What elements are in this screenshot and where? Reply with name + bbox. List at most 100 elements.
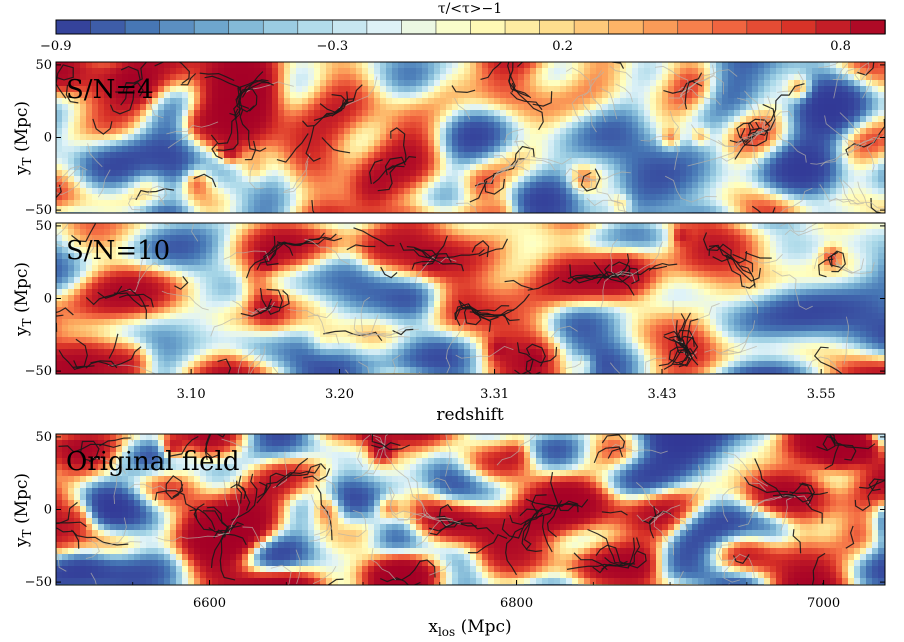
heatmap-cell: [662, 206, 669, 213]
heatmap-cell: [806, 182, 813, 189]
heatmap-cell: [368, 229, 375, 236]
heatmap-cell: [740, 182, 747, 189]
heatmap-cell: [518, 104, 525, 111]
heatmap-cell: [248, 122, 255, 129]
heatmap-cell: [62, 271, 69, 278]
heatmap-cell: [188, 140, 195, 147]
heatmap-cell: [170, 247, 177, 254]
heatmap-cell: [422, 104, 429, 111]
heatmap-cell: [230, 206, 237, 213]
heatmap-cell: [206, 206, 213, 213]
heatmap-cell: [476, 152, 483, 159]
heatmap-cell: [62, 188, 69, 195]
heatmap-cell: [476, 188, 483, 195]
heatmap-cell: [362, 98, 369, 105]
heatmap-cell: [584, 152, 591, 159]
heatmap-cell: [290, 253, 297, 260]
heatmap-cell: [302, 68, 309, 75]
heatmap-cell: [428, 259, 435, 266]
heatmap-cell: [380, 271, 387, 278]
heatmap-cell: [806, 188, 813, 195]
heatmap-cell: [866, 182, 873, 189]
heatmap-cell: [68, 200, 75, 207]
heatmap-cell: [368, 170, 375, 177]
heatmap-cell: [170, 200, 177, 207]
heatmap-cell: [482, 92, 489, 99]
heatmap-cell: [176, 170, 183, 177]
heatmap-cell: [188, 188, 195, 195]
heatmap-cell: [662, 92, 669, 99]
heatmap-cell: [332, 74, 339, 81]
heatmap-cell: [416, 164, 423, 171]
heatmap-cell: [86, 86, 93, 93]
heatmap-cell: [254, 235, 261, 242]
heatmap-cell: [92, 229, 99, 236]
heatmap-cell: [614, 128, 621, 135]
heatmap-cell: [494, 74, 501, 81]
heatmap-cell: [122, 146, 129, 153]
heatmap-cell: [752, 176, 759, 183]
heatmap-cell: [434, 247, 441, 254]
heatmap-cell: [494, 247, 501, 254]
heatmap-cell: [416, 146, 423, 153]
heatmap-cell: [326, 182, 333, 189]
heatmap-cell: [794, 194, 801, 201]
heatmap-cell: [140, 140, 147, 147]
heatmap-cell: [488, 122, 495, 129]
heatmap-cell: [332, 158, 339, 165]
heatmap-cell: [554, 188, 561, 195]
heatmap-cell: [512, 229, 519, 236]
heatmap-cell: [116, 86, 123, 93]
heatmap-cell: [650, 86, 657, 93]
heatmap-cell: [302, 122, 309, 129]
heatmap-cell: [842, 140, 849, 147]
heatmap-cell: [500, 265, 507, 272]
heatmap-cell: [260, 104, 267, 111]
colorbar-bin: [470, 19, 506, 35]
heatmap-cell: [656, 86, 663, 93]
heatmap-cell: [398, 235, 405, 242]
heatmap-cell: [800, 74, 807, 81]
heatmap-cell: [326, 259, 333, 266]
heatmap-cell: [170, 164, 177, 171]
heatmap-cell: [266, 176, 273, 183]
heatmap-cell: [68, 128, 75, 135]
heatmap-cell: [176, 241, 183, 248]
heatmap-cell: [590, 116, 597, 123]
heatmap-cell: [422, 271, 429, 278]
heatmap-cell: [650, 134, 657, 141]
heatmap-cell: [374, 271, 381, 278]
heatmap-cell: [518, 158, 525, 165]
heatmap-cell: [692, 134, 699, 141]
heatmap-cell: [422, 122, 429, 129]
heatmap-cell: [344, 146, 351, 153]
heatmap-cell: [368, 247, 375, 254]
heatmap-cell: [140, 259, 147, 266]
heatmap-cell: [278, 98, 285, 105]
heatmap-cell: [638, 116, 645, 123]
heatmap-cell: [638, 158, 645, 165]
heatmap-cell: [578, 194, 585, 201]
heatmap-cell: [482, 206, 489, 213]
heatmap-cell: [560, 152, 567, 159]
heatmap-cell: [200, 206, 207, 213]
heatmap-cell: [104, 134, 111, 141]
heatmap-cell: [182, 86, 189, 93]
heatmap-cell: [254, 98, 261, 105]
heatmap-cell: [830, 241, 837, 248]
heatmap-cell: [188, 229, 195, 236]
heatmap-cell: [146, 158, 153, 165]
heatmap-cell: [626, 188, 633, 195]
heatmap-cell: [164, 253, 171, 260]
heatmap-cell: [374, 170, 381, 177]
heatmap-cell: [110, 146, 117, 153]
heatmap-cell: [578, 80, 585, 87]
heatmap-cell: [488, 98, 495, 105]
heatmap-cell: [206, 241, 213, 248]
heatmap-cell: [338, 229, 345, 236]
heatmap-cell: [698, 223, 705, 230]
heatmap-cell: [782, 176, 789, 183]
heatmap-cell: [80, 68, 87, 75]
heatmap-cell: [512, 176, 519, 183]
heatmap-cell: [98, 146, 105, 153]
